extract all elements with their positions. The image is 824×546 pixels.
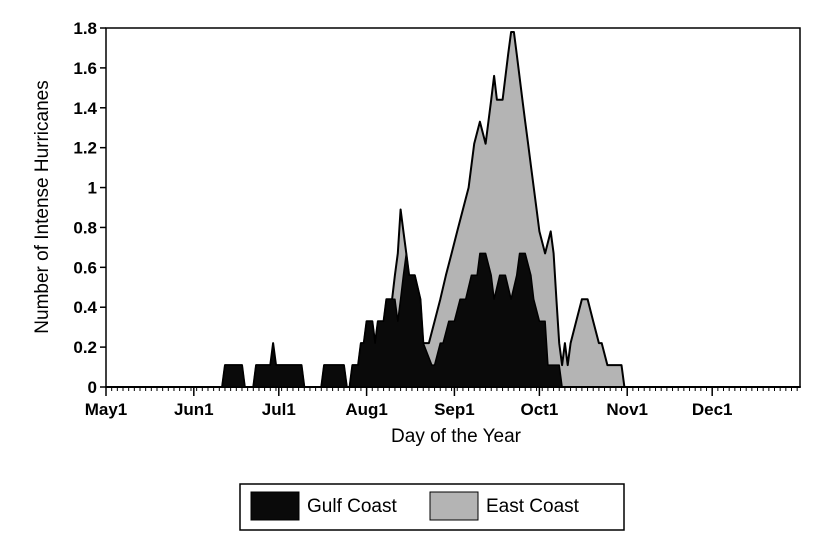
legend-label-east-coast: East Coast [486, 496, 580, 517]
x-tick-label: Jun1 [174, 400, 214, 419]
plot-area: 0 0.2 0.4 0.6 0.8 1 1.2 1.4 1.6 1.8 May1 Jun1 Jul1 A… [73, 19, 801, 419]
x-tick-label: Sep1 [434, 400, 475, 419]
area-layer [105, 31, 801, 388]
legend-label-gulf-coast: Gulf Coast [307, 496, 397, 517]
x-axis: May1 Jun1 Jul1 Aug1 Sep1 Oct1 Nov1 Dec1 [85, 387, 798, 419]
y-axis-label: Number of Intense Hurricanes [32, 80, 53, 333]
y-tick-label: 0 [88, 378, 97, 397]
y-tick-label: 1.6 [73, 59, 97, 78]
y-tick-label: 0.8 [73, 218, 97, 237]
x-tick-label: Dec1 [692, 400, 733, 419]
legend-swatch-east-coast [429, 491, 479, 521]
x-axis-label: Day of the Year [391, 426, 522, 447]
x-tick-label: Oct1 [520, 400, 558, 419]
y-tick-label: 0.2 [73, 338, 97, 357]
y-tick-label: 0.6 [73, 258, 97, 277]
x-tick-label: Aug1 [345, 400, 388, 419]
x-tick-label: May1 [85, 400, 128, 419]
legend: Gulf Coast East Coast [239, 483, 625, 531]
y-tick-label: 1.2 [73, 139, 97, 158]
y-tick-label: 0.4 [73, 298, 97, 317]
x-tick-label: Jul1 [262, 400, 296, 419]
y-tick-label: 1 [88, 179, 97, 198]
series-area-gulf-coast [105, 252, 563, 388]
y-axis: 0 0.2 0.4 0.6 0.8 1 1.2 1.4 1.6 1.8 [73, 19, 106, 397]
y-tick-label: 1.4 [73, 99, 97, 118]
x-tick-label: Nov1 [606, 400, 648, 419]
y-tick-label: 1.8 [73, 19, 97, 38]
legend-swatch-gulf-coast [250, 491, 300, 521]
